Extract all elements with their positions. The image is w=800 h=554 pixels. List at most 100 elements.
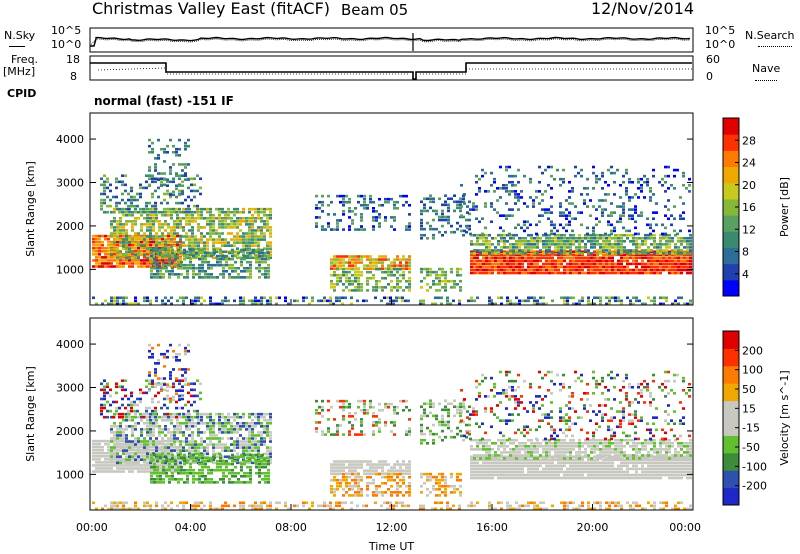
velocity-cell-1226 bbox=[115, 400, 118, 404]
power-cell-3147 bbox=[616, 168, 619, 172]
power-cell-2217 bbox=[581, 253, 584, 257]
velocity-cell-905 bbox=[263, 440, 266, 443]
velocity-cell-47 bbox=[104, 442, 107, 446]
power-cell-3156 bbox=[622, 211, 625, 214]
power-cell-1490 bbox=[360, 194, 363, 198]
velocity-cell-960 bbox=[156, 459, 159, 463]
power-cell-2188 bbox=[572, 268, 575, 272]
power-cell-1606 bbox=[369, 258, 372, 261]
power-cell-834 bbox=[245, 216, 248, 220]
power-cell-3305 bbox=[161, 299, 164, 303]
power-cell-1779 bbox=[420, 270, 423, 274]
power-cell-2550 bbox=[506, 246, 509, 249]
power-cell-2894 bbox=[460, 183, 463, 187]
velocity-cell-636 bbox=[194, 415, 197, 419]
power-cell-2164 bbox=[560, 250, 563, 254]
power-cell-783 bbox=[233, 223, 236, 226]
velocity-cell-815 bbox=[242, 452, 245, 455]
velocity-cell-1135 bbox=[243, 481, 246, 484]
velocity-cell-172 bbox=[143, 461, 146, 464]
power-cell-2913 bbox=[478, 190, 481, 193]
velocity-cell-740 bbox=[221, 428, 224, 431]
power-cell-968 bbox=[159, 248, 162, 252]
velocity-cell-613 bbox=[191, 455, 194, 459]
power-cell-873 bbox=[254, 220, 257, 223]
power-cell-1207 bbox=[103, 189, 106, 193]
power-cell-601 bbox=[188, 241, 191, 244]
power-cell-2143 bbox=[554, 271, 557, 275]
velocity-cell-231 bbox=[161, 467, 164, 470]
power-cell-1486 bbox=[360, 219, 363, 222]
power-cell-1298 bbox=[160, 177, 163, 181]
power-cell-574 bbox=[182, 250, 185, 254]
power-cell-1114 bbox=[231, 266, 234, 270]
power-cell-2389 bbox=[653, 265, 656, 269]
power-cell-3161 bbox=[622, 174, 625, 178]
power-cell-1949 bbox=[476, 250, 479, 254]
velocity-cell-1365 bbox=[151, 355, 154, 359]
velocity-cell-130 bbox=[131, 467, 134, 470]
power-cell-795 bbox=[236, 232, 239, 235]
power-cell-863 bbox=[251, 207, 254, 211]
power-cell-2109 bbox=[539, 256, 542, 260]
power-cell-2945 bbox=[502, 187, 505, 190]
power-cell-2948 bbox=[505, 214, 508, 217]
power-cell-1927 bbox=[470, 268, 473, 272]
power-cell-917 bbox=[266, 241, 269, 244]
power-cell-419 bbox=[140, 229, 143, 232]
power-cell-1289 bbox=[154, 189, 157, 193]
power-cell-1503 bbox=[372, 225, 375, 228]
velocity-cell-143 bbox=[134, 455, 137, 458]
velocity-cell-1104 bbox=[225, 462, 228, 466]
power-cell-3537 bbox=[689, 299, 692, 303]
power-cell-856 bbox=[251, 232, 254, 235]
power-cell-3096 bbox=[592, 232, 595, 236]
power-cell-2950 bbox=[505, 190, 508, 193]
velocity-cell-814 bbox=[242, 455, 245, 459]
power-cell-1014 bbox=[183, 254, 186, 258]
velocity-cell-1249 bbox=[130, 409, 133, 413]
power-cell-3097 bbox=[592, 229, 595, 233]
power-cell-3078 bbox=[577, 211, 580, 214]
power-cell-3300 bbox=[149, 302, 152, 306]
velocity-cell-500 bbox=[161, 449, 164, 452]
power-cell-787 bbox=[233, 207, 236, 211]
power-cell-42 bbox=[104, 259, 107, 262]
power-cell-1291 bbox=[154, 177, 157, 181]
power-cell-2132 bbox=[548, 256, 551, 260]
velocity-cell-1115 bbox=[231, 468, 234, 472]
power-cell-2873 bbox=[680, 236, 683, 240]
power-cell-1840 bbox=[420, 218, 423, 222]
power-cell-2236 bbox=[590, 262, 593, 266]
power-cell-3426 bbox=[446, 296, 449, 300]
power-cell-593 bbox=[185, 213, 188, 217]
velocity-cell-829 bbox=[245, 443, 248, 446]
velocity-cell-311 bbox=[113, 452, 116, 455]
velocity-cell-990 bbox=[171, 465, 174, 469]
velocity-cell-481 bbox=[155, 437, 158, 440]
velocity-cell-341 bbox=[119, 431, 122, 434]
power-cell-3385 bbox=[335, 299, 338, 303]
power-cell-2725 bbox=[599, 236, 602, 240]
power-cell-3262 bbox=[682, 174, 685, 178]
power-cell-3182 bbox=[634, 226, 637, 230]
velocity-cell-637 bbox=[197, 461, 200, 465]
power-cell-2289 bbox=[611, 262, 614, 266]
power-cell-1716 bbox=[366, 283, 369, 286]
power-cell-1166 bbox=[258, 266, 261, 270]
velocity-cell-590 bbox=[185, 428, 188, 431]
power-cell-823 bbox=[242, 210, 245, 214]
power-cell-3349 bbox=[254, 299, 257, 303]
power-cell-922 bbox=[266, 216, 269, 220]
power-cell-2456 bbox=[677, 250, 680, 254]
power-cell-1872 bbox=[438, 215, 441, 219]
power-cell-2318 bbox=[623, 256, 626, 260]
power-cell-2769 bbox=[620, 240, 623, 243]
power-cell-1313 bbox=[172, 207, 175, 211]
power-cell-1876 bbox=[441, 218, 444, 222]
power-cell-1081 bbox=[213, 248, 216, 252]
power-cell-1532 bbox=[393, 203, 396, 207]
power-cell-1837 bbox=[420, 227, 423, 231]
power-cell-2082 bbox=[530, 268, 533, 272]
power-cell-1337 bbox=[187, 195, 190, 199]
